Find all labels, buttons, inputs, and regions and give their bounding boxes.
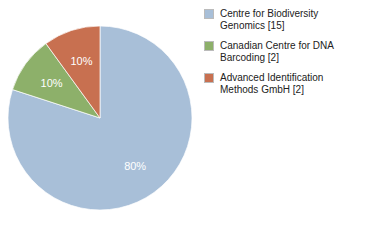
html-text:Canadian Centre for DNA Barcod: Canadian Centre for DNA Barcoding [2]: [220, 40, 334, 63]
html-text:Advanced Identification Method: Advanced Identification Methods GmbH [2]: [220, 72, 324, 95]
svg-text:80%: 80%: [124, 160, 146, 172]
svg-text:10%: 10%: [71, 55, 93, 67]
html-text:Centre for Biodiversity Genomi: Centre for Biodiversity Genomics [15]: [220, 8, 319, 31]
svg-text:10%: 10%: [41, 77, 63, 89]
